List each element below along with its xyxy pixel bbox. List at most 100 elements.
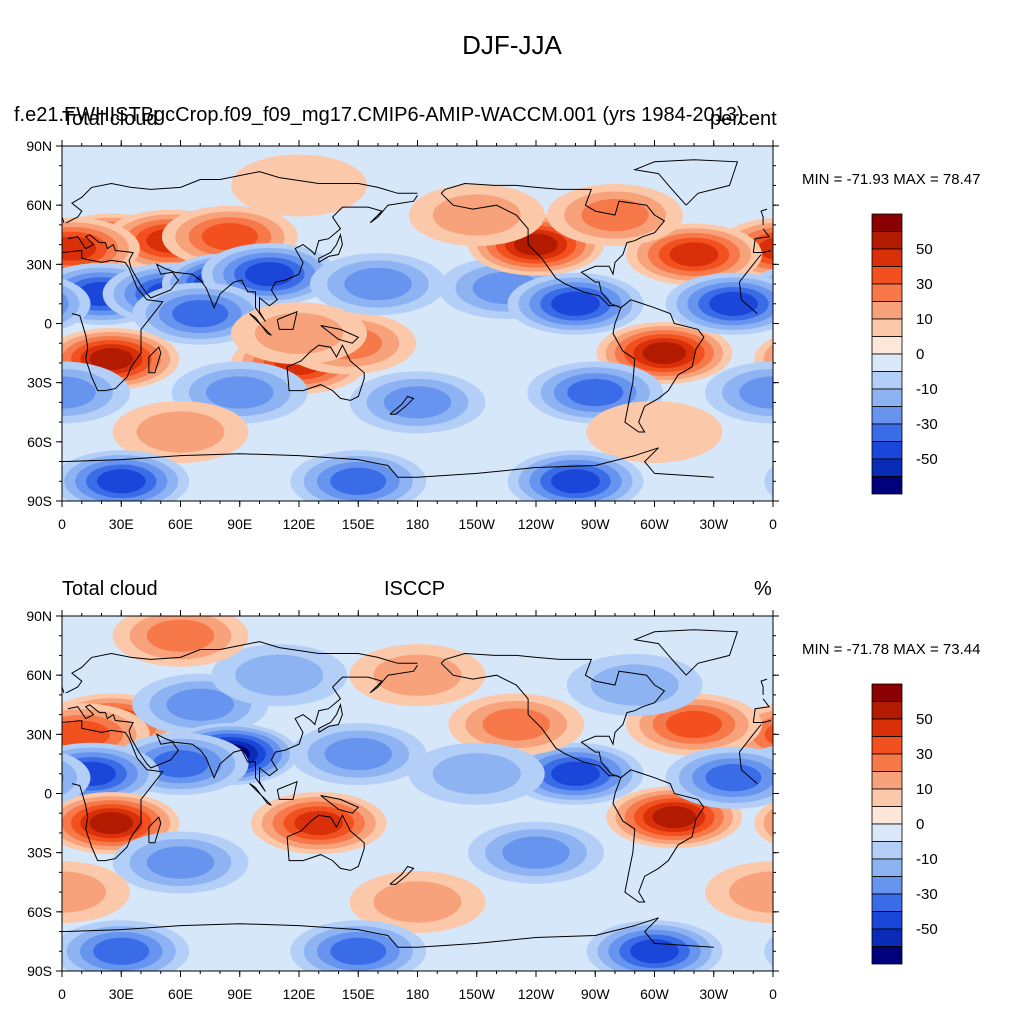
contour-level [590, 664, 679, 706]
contour-level [791, 932, 874, 971]
contour-level [1015, 926, 1024, 976]
contour-level [96, 469, 146, 494]
colorbar-label: -30 [916, 416, 938, 433]
lon-tick-label: 0 [769, 516, 777, 532]
contour-level [0, 322, 21, 384]
contour-level [0, 401, 12, 463]
contour-level [705, 764, 762, 792]
contour-level [62, 760, 78, 796]
contour-level [344, 267, 412, 301]
contour-level [62, 284, 80, 323]
contour-field [0, 146, 1024, 501]
coastline [65, 641, 771, 723]
contour-level [0, 693, 51, 755]
contour-level [432, 194, 521, 236]
contour-level [764, 936, 773, 967]
contour-level [962, 792, 1024, 854]
lat-tick-label: 30S [27, 845, 52, 861]
coastline [612, 769, 705, 903]
contour-level [758, 237, 773, 260]
colorbar-swatch [871, 701, 903, 720]
contour-level [294, 810, 344, 836]
contour-level [778, 926, 887, 976]
contour-level [146, 846, 215, 879]
lon-tick-label: 0 [58, 986, 66, 1002]
colorbar-swatch [871, 423, 903, 442]
panel1-center-title: f.e21.FWHISTBgcCrop.f09_f09_mg17.CMIP6-A… [14, 104, 744, 126]
contour-level [330, 937, 387, 965]
colorbar-label: 30 [916, 746, 933, 763]
colorbar-2: 50 30 10 0 -10 -30 -50 [871, 683, 938, 965]
lon-tick-label: 180 [406, 986, 430, 1002]
lon-tick-label: 150E [342, 986, 375, 1002]
contour-level [652, 806, 697, 829]
contour-level [900, 217, 983, 256]
contour-level [1001, 920, 1024, 982]
contour-level [897, 733, 985, 774]
lon-tick-label: 60W [640, 516, 670, 532]
contour-level [1005, 811, 1024, 835]
panel2-left-title: Total cloud [62, 578, 158, 600]
contour-level [373, 654, 462, 696]
lon-tick-label: 30E [109, 986, 134, 1002]
colorbar-swatch [871, 753, 903, 772]
contour-level [502, 836, 570, 869]
lat-tick-label: 0 [44, 786, 52, 802]
colorbar-swatch [871, 248, 903, 267]
contour-level [0, 330, 3, 376]
figure-title: DJF-JJA [462, 30, 562, 60]
coastline [440, 652, 666, 779]
contour-level [754, 337, 773, 381]
colorbar-label: -30 [916, 886, 938, 903]
lon-tick-label: 90E [227, 986, 252, 1002]
contour-level [739, 376, 773, 409]
contour-level [0, 326, 12, 380]
contour-level [567, 378, 624, 407]
lon-tick-label: 150W [458, 516, 495, 532]
lon-tick-label: 180 [406, 516, 430, 532]
contour-field [0, 616, 1024, 982]
contour-level [984, 802, 1024, 845]
contour-level [804, 938, 860, 965]
contour-level [0, 790, 22, 844]
colorbar-swatch [871, 406, 903, 425]
coastline [632, 629, 739, 676]
colorbar-label: 50 [916, 711, 933, 728]
contour-level [206, 376, 274, 409]
lat-tick-label: 90S [27, 963, 52, 979]
contour-level [0, 786, 31, 848]
contour-level [886, 212, 995, 262]
contour-level [767, 764, 773, 783]
contour-level [136, 411, 225, 453]
contour-level [765, 711, 773, 738]
contour-level [953, 337, 1024, 390]
lon-tick-label: 120E [283, 986, 316, 1002]
colorbar-swatch [871, 476, 903, 495]
colorbar-label: -10 [916, 381, 938, 398]
lon-tick-label: 0 [58, 516, 66, 532]
contour-level [0, 242, 7, 266]
contour-level [942, 332, 1024, 394]
panel2-center-title: ISCCP [384, 578, 446, 600]
coastline [249, 313, 272, 336]
colorbar-label: 50 [916, 241, 933, 258]
colorbar-swatch [871, 301, 903, 320]
contour-level [751, 717, 773, 752]
contour-level [782, 226, 863, 264]
coastline [62, 447, 714, 478]
colorbar-label: 30 [916, 276, 933, 293]
contour-level [763, 808, 773, 838]
contour-level [772, 357, 773, 361]
contour-level [801, 812, 845, 834]
contour-level [945, 257, 1016, 291]
lat-tick-label: 60N [26, 197, 52, 213]
lat-tick-label: 30S [27, 375, 52, 391]
colorbar-swatch [871, 806, 903, 825]
contour-level [897, 263, 985, 304]
coastline [286, 814, 365, 871]
contour-level [754, 703, 773, 746]
contour-level [791, 808, 853, 838]
contour-level [729, 871, 773, 913]
contour-level [551, 469, 600, 494]
